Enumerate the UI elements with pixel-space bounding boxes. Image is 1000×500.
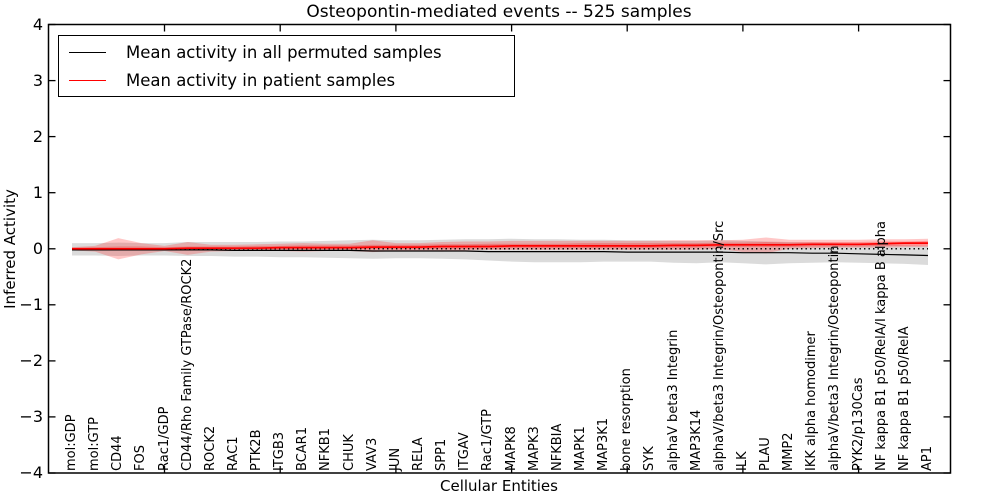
y-tick-label: 3 bbox=[32, 70, 43, 90]
x-tick-label: SYK bbox=[642, 446, 658, 471]
x-tick-label: NF kappa B1 p50/RelA/I kappa B alpha bbox=[873, 221, 889, 471]
x-tick-label: ROCK2 bbox=[202, 425, 218, 471]
y-tick-label: −3 bbox=[19, 406, 43, 426]
x-tick-label: CD44/Rho Family GTPase/ROCK2 bbox=[179, 258, 195, 471]
x-tick-label: VAV3 bbox=[364, 437, 380, 471]
legend: Mean activity in all permuted samples Me… bbox=[58, 35, 515, 97]
x-tick-label: CHUK bbox=[341, 434, 357, 471]
legend-item-patient: Mean activity in patient samples bbox=[59, 66, 514, 94]
permuted-line-swatch bbox=[69, 51, 106, 53]
x-tick-label: MAPK1 bbox=[572, 426, 588, 471]
legend-label-patient: Mean activity in patient samples bbox=[126, 70, 396, 90]
x-tick-label: ITGAV bbox=[457, 432, 473, 471]
x-tick-label: AP1 bbox=[920, 445, 935, 471]
x-tick-label: CD44 bbox=[110, 435, 126, 471]
legend-item-permuted: Mean activity in all permuted samples bbox=[59, 38, 514, 66]
x-tick-label: PLAU bbox=[758, 437, 774, 471]
legend-label-permuted: Mean activity in all permuted samples bbox=[126, 42, 442, 62]
x-axis-label: Cellular Entities bbox=[440, 477, 558, 495]
y-tick-label: 1 bbox=[32, 182, 43, 202]
y-tick-label: −4 bbox=[19, 463, 43, 482]
x-tick-label: MAP3K1 bbox=[596, 417, 612, 471]
x-tick-label: JUN bbox=[387, 447, 403, 471]
x-tick-label: MAPK8 bbox=[503, 426, 519, 471]
x-tick-label: mol:GTP bbox=[87, 417, 103, 471]
x-tick-label: NFKB1 bbox=[318, 428, 334, 471]
x-tick-label: ILK bbox=[734, 451, 750, 471]
x-tick-label: BCAR1 bbox=[295, 427, 311, 471]
y-tick-label: 2 bbox=[32, 126, 43, 146]
x-tick-label: SPP1 bbox=[434, 438, 450, 471]
x-tick-label: alphaV beta3 Integrin bbox=[665, 329, 681, 471]
x-tick-label: RAC1 bbox=[225, 436, 241, 471]
x-tick-label: PYK2/p130Cas bbox=[850, 377, 866, 471]
y-tick-label: 0 bbox=[32, 238, 43, 258]
patient-line-swatch bbox=[69, 79, 106, 81]
x-tick-label: FOS bbox=[133, 445, 149, 471]
y-tick-label: −2 bbox=[19, 350, 43, 370]
x-tick-label: ITGB3 bbox=[272, 431, 288, 471]
x-tick-label: alphaV/beta3 Integrin/Osteopontin/Src bbox=[711, 220, 727, 471]
chart-title: Osteopontin-mediated events -- 525 sampl… bbox=[306, 2, 692, 22]
x-tick-label: bone resorption bbox=[619, 368, 635, 471]
y-tick-label: 4 bbox=[32, 14, 43, 34]
x-tick-label: MMP2 bbox=[781, 432, 797, 471]
y-tick-label: −1 bbox=[19, 294, 43, 314]
x-tick-label: NF kappa B1 p50/RelA bbox=[896, 326, 912, 471]
x-tick-label: PTK2B bbox=[249, 429, 265, 472]
x-tick-label: alphaV/beta3 Integrin/Osteopontin bbox=[827, 245, 843, 471]
x-tick-label: NFKBIA bbox=[549, 423, 565, 471]
x-tick-label: MAP3K14 bbox=[688, 409, 704, 471]
x-tick-label: Rac1/GDP bbox=[156, 406, 172, 471]
x-tick-label: RELA bbox=[411, 437, 427, 471]
x-tick-label: mol:GDP bbox=[64, 414, 79, 471]
x-tick-label: Rac1/GTP bbox=[480, 409, 496, 471]
x-tick-label: IKK alpha homodimer bbox=[804, 331, 820, 471]
x-tick-label: MAPK3 bbox=[526, 426, 542, 471]
